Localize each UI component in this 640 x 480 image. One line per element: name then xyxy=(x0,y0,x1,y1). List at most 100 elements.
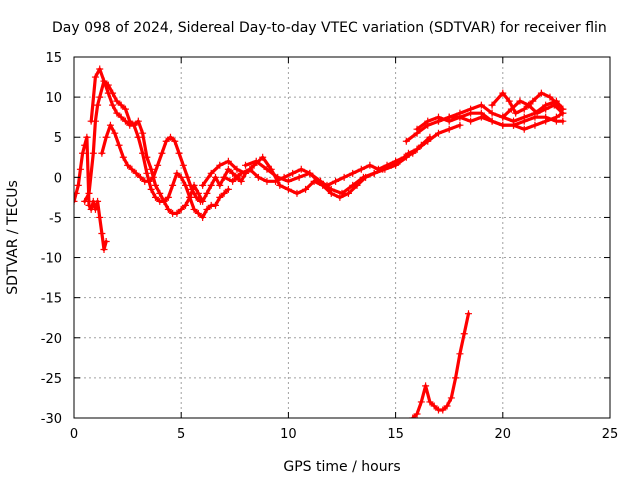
data-point xyxy=(507,105,515,113)
data-point xyxy=(151,193,159,201)
data-point xyxy=(220,189,228,197)
x-tick-label: 20 xyxy=(495,427,512,442)
data-point xyxy=(166,133,174,141)
data-point xyxy=(452,374,460,382)
data-point xyxy=(430,402,438,410)
series-track-l xyxy=(499,97,567,121)
data-point xyxy=(94,101,102,109)
data-point xyxy=(456,121,464,129)
data-point xyxy=(246,165,254,173)
data-point xyxy=(100,77,108,85)
data-point xyxy=(74,197,78,205)
data-point xyxy=(533,109,541,117)
data-point xyxy=(546,93,554,101)
data-point xyxy=(147,185,155,193)
data-point xyxy=(184,173,192,181)
y-tick-label: -20 xyxy=(41,332,62,347)
y-axis-label: SDTVAR / TECUs xyxy=(5,180,21,295)
data-point xyxy=(91,73,99,81)
data-point xyxy=(130,121,138,129)
data-point xyxy=(147,165,155,173)
data-point xyxy=(520,113,528,121)
data-point xyxy=(117,113,125,121)
grid-lines xyxy=(74,57,610,418)
data-point xyxy=(537,89,545,97)
data-point xyxy=(85,189,93,197)
data-point xyxy=(439,406,447,414)
series-track-d xyxy=(98,121,204,205)
data-point xyxy=(422,382,430,390)
data-point xyxy=(413,125,421,133)
data-point xyxy=(424,137,432,145)
y-tick-label: -15 xyxy=(41,292,62,307)
data-point xyxy=(306,169,314,177)
data-point xyxy=(456,109,464,117)
data-point xyxy=(224,165,232,173)
y-tick-label: 5 xyxy=(54,131,62,146)
x-tick-label: 25 xyxy=(602,427,619,442)
data-point xyxy=(83,133,91,141)
data-point xyxy=(559,109,567,117)
data-point xyxy=(164,205,172,213)
data-point xyxy=(302,185,310,193)
data-point xyxy=(173,209,181,217)
data-point xyxy=(317,177,325,185)
data-point xyxy=(199,181,207,189)
data-point xyxy=(488,117,496,125)
data-point xyxy=(445,125,453,133)
data-point xyxy=(149,173,157,181)
data-point xyxy=(128,165,136,173)
y-tick-label: -25 xyxy=(41,372,62,387)
data-point xyxy=(98,229,106,237)
data-point xyxy=(274,173,282,181)
data-point xyxy=(113,109,121,117)
data-point xyxy=(212,173,220,181)
data-point xyxy=(169,181,177,189)
data-point xyxy=(417,398,425,406)
data-point xyxy=(336,193,344,201)
data-point xyxy=(175,149,183,157)
data-point xyxy=(233,165,241,173)
data-series xyxy=(74,65,567,418)
data-point xyxy=(445,113,453,121)
data-point xyxy=(98,149,106,157)
plot-frame xyxy=(73,56,611,419)
data-point xyxy=(272,177,280,185)
data-point xyxy=(188,185,196,193)
data-point xyxy=(499,89,507,97)
data-point xyxy=(121,117,129,125)
x-tick-label: 5 xyxy=(177,427,185,442)
data-point xyxy=(151,181,159,189)
data-point xyxy=(162,137,170,145)
data-point xyxy=(237,169,245,177)
data-point xyxy=(177,205,185,213)
data-point xyxy=(196,197,204,205)
data-point xyxy=(402,137,410,145)
data-point xyxy=(220,173,228,181)
data-point xyxy=(74,189,80,197)
data-point xyxy=(190,205,198,213)
data-point xyxy=(542,105,550,113)
data-point xyxy=(402,153,410,161)
data-point xyxy=(102,133,110,141)
data-point xyxy=(284,185,292,193)
data-point xyxy=(100,246,108,254)
data-point xyxy=(424,117,432,125)
data-point xyxy=(181,201,189,209)
data-point xyxy=(349,169,357,177)
data-point xyxy=(96,93,104,101)
data-point xyxy=(520,105,528,113)
data-point xyxy=(111,129,119,137)
x-tick-label: 0 xyxy=(70,427,78,442)
y-tick-label: 15 xyxy=(45,51,62,66)
data-point xyxy=(349,181,357,189)
data-point xyxy=(102,238,110,246)
data-point xyxy=(145,177,153,185)
data-point xyxy=(139,129,147,137)
data-point xyxy=(237,177,245,185)
data-point xyxy=(263,177,271,185)
series-track-g xyxy=(242,121,464,197)
data-point xyxy=(179,161,187,169)
data-point xyxy=(332,177,340,185)
data-point xyxy=(156,189,164,197)
